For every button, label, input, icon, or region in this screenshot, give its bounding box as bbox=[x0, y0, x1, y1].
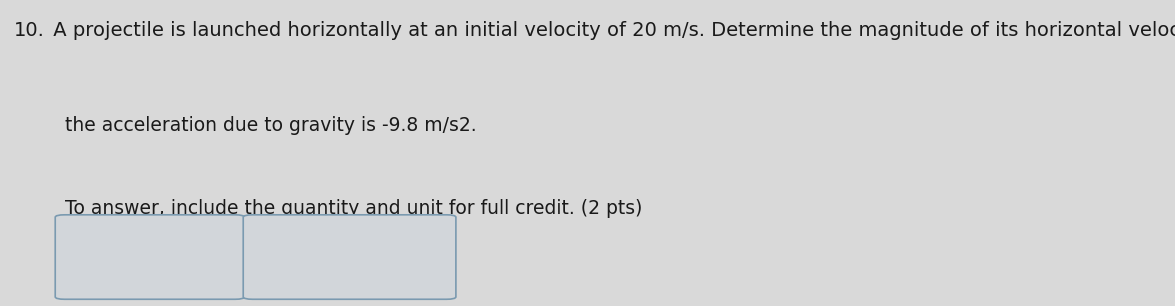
Text: the acceleration due to gravity is -9.8 m/s2.: the acceleration due to gravity is -9.8 … bbox=[65, 116, 476, 135]
Text: To answer, include the quantity and unit for full credit. (2 pts): To answer, include the quantity and unit… bbox=[65, 199, 642, 218]
FancyBboxPatch shape bbox=[243, 215, 456, 299]
FancyBboxPatch shape bbox=[55, 215, 244, 299]
Text: 10.: 10. bbox=[14, 21, 45, 40]
Text: A projectile is launched horizontally at an initial velocity of 20 m/s. Determin: A projectile is launched horizontally at… bbox=[47, 21, 1175, 40]
